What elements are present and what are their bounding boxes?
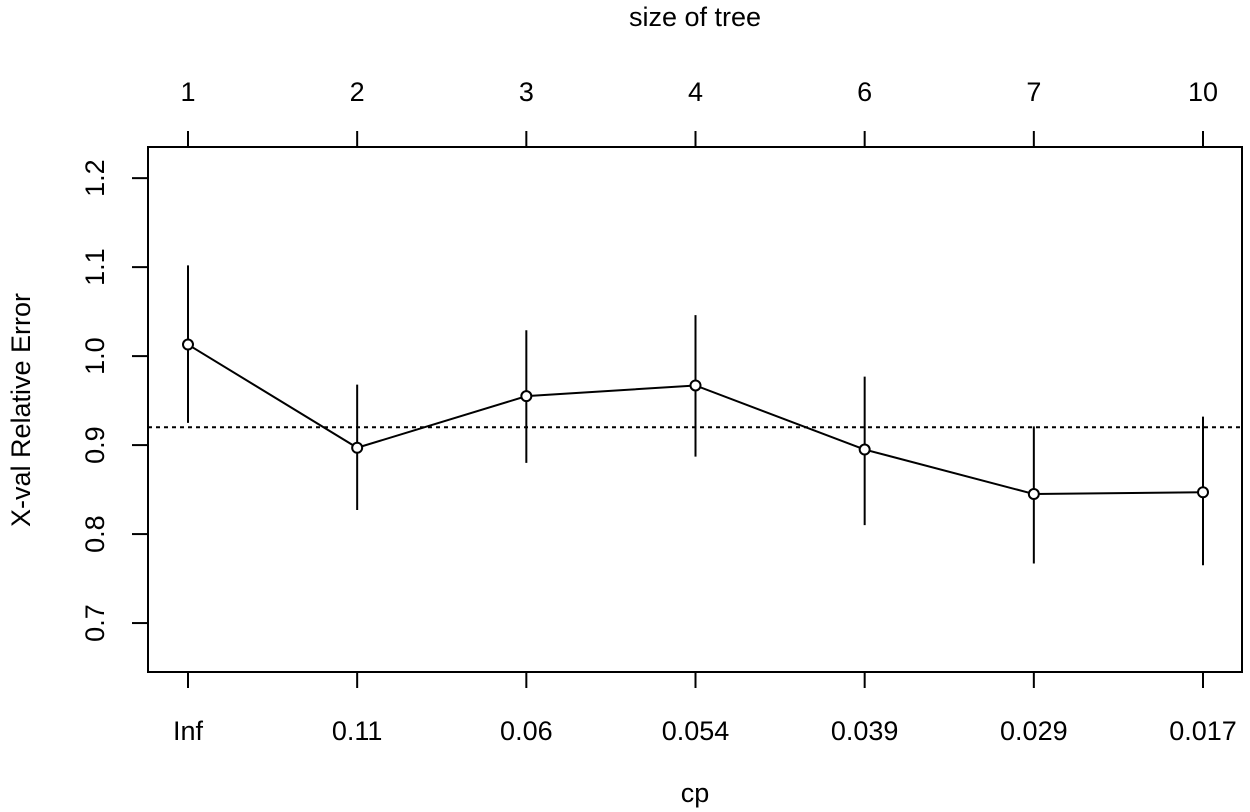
y-tick-label: 0.8 <box>80 515 110 553</box>
top-tick-label: 3 <box>519 77 534 107</box>
top-tick-label: 1 <box>180 77 195 107</box>
bottom-axis: Inf 0.11 0.06 0.054 0.039 0.029 0.017 <box>173 671 1237 746</box>
x-tick-label: 0.06 <box>500 716 553 746</box>
y-tick-label: 1.1 <box>80 248 110 286</box>
y-tick-label: 0.9 <box>80 426 110 464</box>
top-tick-label: 2 <box>350 77 365 107</box>
data-point <box>1027 488 1040 501</box>
x-tick-label: 0.11 <box>332 716 383 746</box>
data-point <box>858 443 871 456</box>
data-point <box>520 390 533 403</box>
x-axis-title: cp <box>681 778 710 808</box>
y-tick-label: 0.7 <box>80 604 110 642</box>
left-axis: 0.7 0.8 0.9 1.0 1.1 1.2 <box>80 159 149 642</box>
top-axis: 1 2 3 4 6 7 10 <box>180 77 1218 148</box>
top-tick-label: 6 <box>857 77 872 107</box>
data-point <box>689 379 702 392</box>
data-marks <box>148 265 1242 566</box>
y-tick-label: 1.2 <box>80 159 110 197</box>
x-tick-label: 0.017 <box>1169 716 1237 746</box>
data-point <box>351 441 364 454</box>
data-point <box>1197 486 1209 499</box>
y-axis-title: X-val Relative Error <box>6 293 36 527</box>
top-tick-label: 7 <box>1026 77 1041 107</box>
x-tick-label: 0.029 <box>1000 716 1068 746</box>
x-tick-label: 0.054 <box>662 716 730 746</box>
y-tick-label: 1.0 <box>80 337 110 375</box>
x-tick-label: Inf <box>173 716 204 746</box>
data-point <box>182 338 194 351</box>
x-tick-label: 0.039 <box>831 716 899 746</box>
top-axis-title: size of tree <box>629 2 761 32</box>
top-tick-label: 4 <box>688 77 703 107</box>
top-tick-label: 10 <box>1188 77 1218 107</box>
